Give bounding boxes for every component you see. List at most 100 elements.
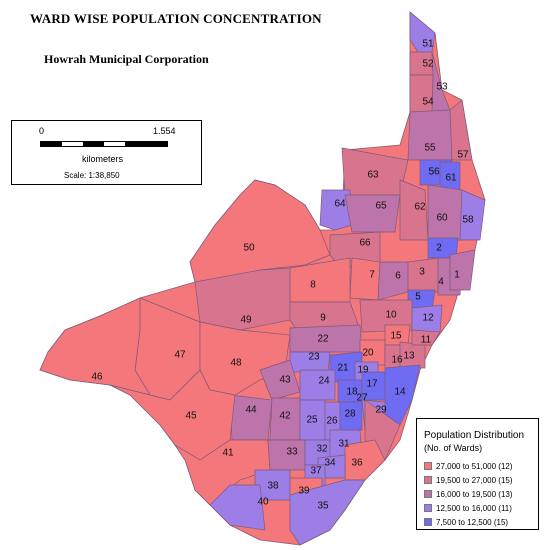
legend-swatch [424, 462, 432, 470]
scale-bar [40, 141, 168, 147]
ward-21-label: 21 [337, 363, 349, 374]
ward-22-label: 22 [317, 334, 329, 345]
ward-13-label: 13 [403, 351, 415, 362]
ward-8-label: 8 [310, 280, 316, 291]
ward-6-label: 6 [395, 271, 401, 282]
ward-11-label: 11 [421, 335, 432, 346]
ward-44-label: 44 [245, 405, 257, 416]
ward-7-label: 7 [369, 270, 375, 281]
ward-5-label: 5 [415, 292, 421, 303]
scale-ratio-label: Scale: 1:38,850 [64, 171, 120, 180]
ward-65-label: 65 [375, 201, 387, 212]
ward-28-region [339, 401, 363, 431]
ward-26-label: 26 [326, 416, 338, 427]
legend-swatch [424, 518, 432, 526]
ward-64-region [319, 189, 353, 231]
ward-34-label: 34 [324, 458, 336, 469]
ward-44-region [229, 394, 273, 441]
ward-11-region [411, 329, 441, 346]
ward-9-label: 9 [320, 313, 326, 324]
scale-box: 0 1.554 kilometers Scale: 1:38,850 [11, 120, 202, 185]
ward-17-label: 17 [366, 379, 378, 390]
ward-18-label: 18 [346, 387, 358, 398]
legend-item: 16,000 to 19,500 (13) [424, 489, 513, 499]
ward-33-label: 33 [286, 447, 298, 458]
ward-62-label: 62 [414, 202, 426, 213]
ward-41-region [174, 439, 271, 506]
ward-40-label: 40 [257, 497, 269, 508]
scale-unit-label: kilometers [82, 154, 124, 164]
ward-51-label: 51 [422, 39, 434, 50]
legend-subtitle: (No. of Wards) [424, 443, 483, 453]
ward-43-label: 43 [279, 375, 291, 386]
ward-47-label: 47 [174, 350, 186, 361]
map-title: WARD WISE POPULATION CONCENTRATION [30, 11, 322, 26]
legend-label: 7,500 to 12,500 (15) [436, 517, 509, 527]
ward-55-label: 55 [424, 143, 436, 154]
scale-end-label: 1.554 [153, 126, 176, 136]
legend-label: 16,000 to 19,500 (13) [436, 489, 513, 499]
ward-46-region [39, 297, 151, 396]
legend-item: 27,000 to 51,000 (12) [424, 461, 513, 471]
ward-12-label: 12 [422, 313, 434, 324]
map-subtitle: Howrah Municipal Corporation [44, 52, 209, 66]
ward-20-label: 20 [362, 348, 374, 359]
legend-swatch [424, 490, 432, 498]
ward-2-label: 2 [436, 243, 442, 254]
ward-48-label: 48 [230, 358, 242, 369]
ward-39-label: 39 [298, 486, 310, 497]
ward-60-label: 60 [436, 213, 448, 224]
ward-1-region [449, 249, 476, 291]
ward-10-label: 10 [385, 310, 397, 321]
ward-27-label: 27 [356, 393, 368, 404]
legend-swatch [424, 476, 432, 484]
ward-24-region [299, 369, 336, 401]
ward-24-label: 24 [318, 376, 330, 387]
ward-58-label: 58 [462, 215, 474, 226]
ward-46-label: 46 [91, 372, 103, 383]
ward-36-label: 36 [351, 458, 363, 469]
ward-64-label: 64 [334, 199, 346, 210]
ward-58-region [459, 189, 486, 241]
legend-title: Population Distribution [424, 430, 525, 441]
legend-item: 12,500 to 16,000 (11) [424, 503, 512, 513]
ward-14-label: 14 [394, 387, 406, 398]
ward-61-label: 61 [445, 173, 457, 184]
ward-35-region [289, 479, 366, 546]
ward-7-region [349, 257, 381, 301]
ward-57-label: 57 [457, 150, 469, 161]
ward-42-label: 42 [279, 411, 291, 422]
ward-37-label: 37 [310, 466, 322, 477]
ward-52-label: 52 [422, 59, 434, 70]
ward-63-label: 63 [367, 170, 379, 181]
ward-19-label: 19 [357, 365, 369, 376]
ward-65-region [344, 194, 401, 233]
ward-50-label: 50 [243, 243, 255, 254]
ward-54-label: 54 [422, 97, 434, 108]
ward-40-region [209, 484, 266, 531]
ward-66-label: 66 [359, 238, 371, 249]
ward-56-label: 56 [428, 167, 440, 178]
ward-41-label: 41 [222, 448, 234, 459]
ward-32-label: 32 [316, 444, 328, 455]
ward-23-label: 23 [308, 352, 320, 363]
legend-item: 19,500 to 27,000 (15) [424, 475, 513, 485]
legend: Population Distribution (No. of Wards) 2… [416, 418, 539, 530]
ward-49-label: 49 [240, 315, 252, 326]
ward-25-label: 25 [306, 415, 318, 426]
ward-45-label: 45 [185, 411, 197, 422]
ward-35-label: 35 [317, 501, 329, 512]
ward-29-label: 29 [375, 405, 387, 416]
ward-31-label: 31 [338, 439, 350, 450]
ward-15-label: 15 [390, 331, 402, 342]
ward-38-label: 38 [267, 481, 279, 492]
ward-57-region [449, 99, 473, 161]
scale-start-label: 0 [39, 126, 45, 136]
ward-4-label: 4 [438, 277, 444, 288]
ward-3-label: 3 [419, 267, 425, 278]
ward-53-label: 53 [436, 82, 448, 93]
legend-label: 19,500 to 27,000 (15) [436, 475, 513, 485]
ward-28-label: 28 [344, 409, 356, 420]
